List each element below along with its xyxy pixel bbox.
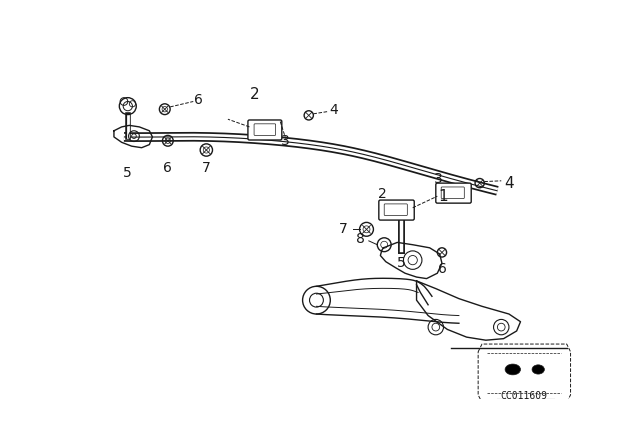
Text: 3: 3 bbox=[434, 172, 442, 185]
Text: 5: 5 bbox=[397, 256, 406, 270]
Text: 7: 7 bbox=[339, 222, 348, 237]
Text: 2: 2 bbox=[378, 187, 387, 201]
Text: 7: 7 bbox=[202, 161, 211, 175]
Text: 6: 6 bbox=[438, 263, 446, 276]
Text: 2: 2 bbox=[250, 87, 260, 102]
Text: 1: 1 bbox=[438, 189, 448, 204]
Text: 8: 8 bbox=[356, 232, 365, 246]
Text: 6: 6 bbox=[163, 161, 172, 175]
Ellipse shape bbox=[505, 364, 520, 375]
Text: 4: 4 bbox=[504, 176, 514, 190]
Text: 3: 3 bbox=[281, 134, 290, 148]
FancyBboxPatch shape bbox=[436, 183, 471, 203]
Text: 4: 4 bbox=[329, 103, 338, 117]
FancyBboxPatch shape bbox=[248, 120, 282, 140]
Ellipse shape bbox=[532, 365, 545, 374]
FancyBboxPatch shape bbox=[379, 200, 414, 220]
Text: CC011609: CC011609 bbox=[501, 392, 548, 401]
Text: 6: 6 bbox=[194, 93, 203, 107]
Text: 5: 5 bbox=[124, 166, 132, 180]
